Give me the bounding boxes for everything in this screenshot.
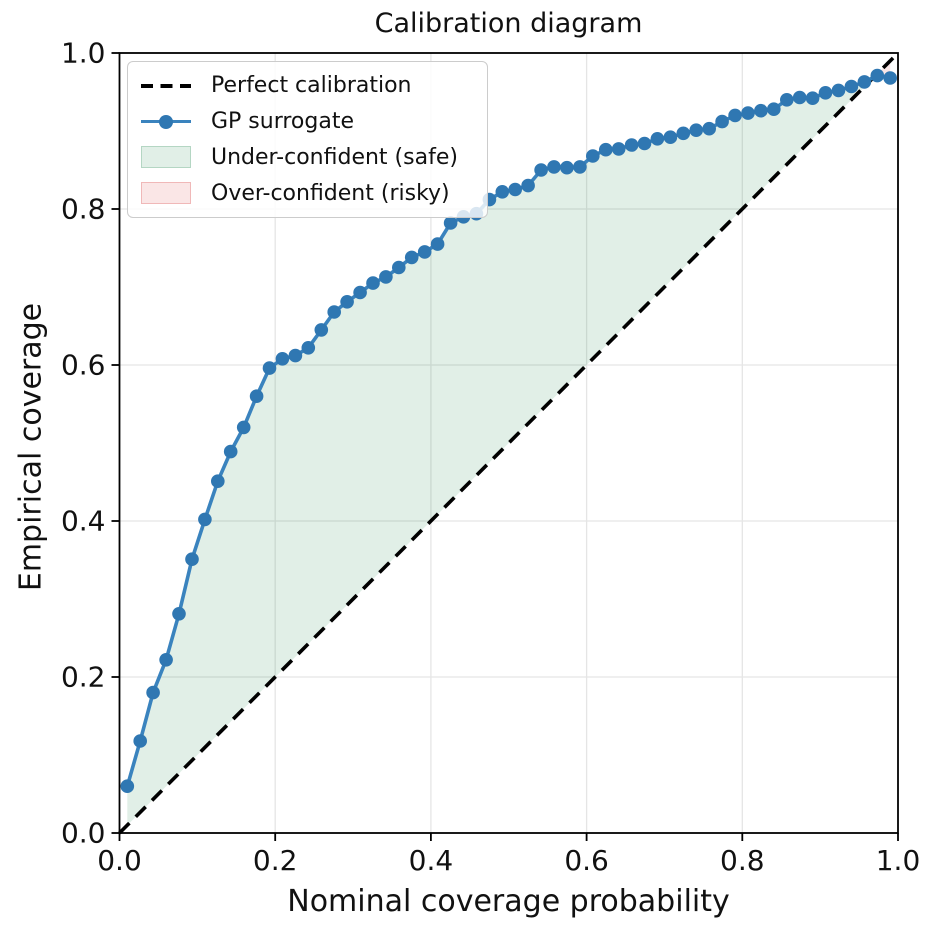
chart-title: Calibration diagram [374, 8, 643, 39]
gp-surrogate-marker [159, 653, 173, 667]
legend-item-under-confident: Under-confident (safe) [141, 145, 479, 170]
y-tick-label: 0.4 [61, 505, 106, 538]
x-tick-label: 0.6 [564, 844, 609, 877]
gp-surrogate-marker [844, 79, 859, 94]
gp-surrogate-marker [495, 185, 510, 199]
gp-surrogate-marker [211, 474, 225, 489]
gp-surrogate-marker [223, 444, 238, 459]
underconfident-region [127, 77, 874, 826]
legend-item-gp-surrogate: GP surrogate [141, 109, 479, 134]
gp-surrogate-marker [780, 93, 794, 107]
gp-surrogate-marker [547, 160, 561, 174]
x-tick-label: 0.4 [409, 844, 454, 877]
gp-surrogate-marker [560, 160, 574, 175]
gp-surrogate-marker [831, 83, 846, 98]
gp-surrogate-marker [586, 149, 600, 163]
gp-surrogate-marker [870, 68, 885, 83]
gp-surrogate-marker [392, 260, 406, 275]
gp-surrogate-marker [327, 305, 342, 319]
legend-label-perfect-calibration: Perfect calibration [211, 73, 412, 99]
legend-label-gp-surrogate: GP surrogate [211, 109, 354, 135]
gp-surrogate-marker [521, 178, 535, 193]
gp-surrogate-marker [185, 552, 199, 566]
gp-surrogate-marker [340, 295, 354, 309]
x-tick-label: 1.0 [876, 844, 921, 877]
gp-surrogate-marker [883, 71, 897, 85]
gp-surrogate-marker [417, 245, 432, 259]
y-tick-label: 1.0 [61, 37, 106, 70]
x-tick-label: 0.8 [720, 844, 765, 877]
gp-surrogate-marker [353, 285, 367, 300]
legend-label-under-confident: Under-confident (safe) [211, 144, 458, 170]
red-patch-key-icon [141, 182, 191, 205]
gp-surrogate-marker [366, 276, 380, 290]
gp-surrogate-marker [288, 348, 303, 363]
gp-surrogate-marker [430, 237, 445, 251]
gp-surrogate-marker [857, 75, 872, 89]
x-tick-label: 0.0 [97, 844, 142, 877]
green-patch-key-icon [141, 146, 191, 169]
gp-surrogate-marker [792, 90, 807, 105]
gp-surrogate-marker [624, 138, 639, 152]
gp-surrogate-marker [133, 734, 147, 748]
gp-surrogate-marker [198, 512, 212, 527]
legend: Perfect calibration GP surrogate Under-c… [127, 61, 488, 218]
gp-surrogate-marker [754, 103, 768, 118]
gp-surrogate-marker [611, 142, 626, 156]
y-tick-label: 0.0 [61, 817, 106, 850]
gp-surrogate-marker [573, 160, 587, 174]
gp-surrogate-marker [301, 341, 316, 355]
gp-surrogate-marker [172, 607, 186, 621]
gp-surrogate-marker [404, 250, 419, 265]
y-tick-label: 0.6 [61, 349, 106, 382]
gp-surrogate-marker [599, 142, 613, 157]
y-tick-label: 0.2 [61, 661, 106, 694]
line-marker-key-icon [141, 119, 191, 124]
gp-surrogate-marker [443, 216, 458, 230]
gp-surrogate-marker [741, 106, 755, 120]
gp-surrogate-marker [650, 132, 665, 146]
axes-frame [118, 52, 899, 834]
gp-surrogate-marker [262, 361, 277, 375]
gp-surrogate-marker [120, 779, 135, 793]
gp-surrogate-marker [767, 102, 781, 116]
gp-surrogate-marker [314, 323, 329, 337]
gp-surrogate-marker [534, 163, 548, 177]
gp-surrogate-marker [146, 685, 160, 700]
legend-item-perfect-calibration: Perfect calibration [141, 73, 479, 98]
gp-surrogate-marker [236, 420, 251, 435]
gp-surrogate-marker [508, 182, 522, 197]
y-tick-label: 0.8 [61, 193, 106, 226]
y-axis-label: Empirical coverage [13, 302, 49, 592]
gp-surrogate-marker [637, 136, 652, 151]
gp-surrogate-marker [663, 130, 678, 144]
gp-surrogate-marker [805, 91, 820, 105]
gp-surrogate-marker [702, 121, 716, 136]
gp-surrogate-marker [728, 108, 742, 123]
gp-surrogate-marker [689, 123, 703, 137]
gp-surrogate-marker [676, 126, 691, 141]
gp-surrogate-marker [715, 114, 729, 129]
gp-surrogate-marker [249, 389, 264, 404]
gp-surrogate-marker [818, 86, 833, 100]
legend-label-over-confident: Over-confident (risky) [211, 180, 450, 206]
dashed-line-key-icon [141, 84, 191, 88]
legend-item-over-confident: Over-confident (risky) [141, 181, 479, 206]
gp-surrogate-marker [379, 270, 393, 284]
gp-surrogate-marker [275, 352, 290, 366]
x-tick-label: 0.2 [253, 844, 298, 877]
x-axis-label: Nominal coverage probability [287, 884, 730, 919]
